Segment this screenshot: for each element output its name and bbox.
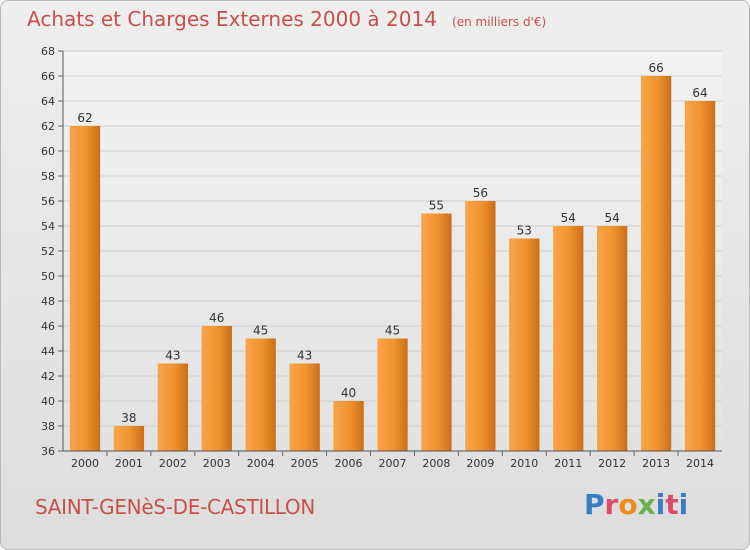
- x-tick-label: 2002: [159, 457, 187, 470]
- data-label: 56: [473, 186, 488, 200]
- y-tick-label: 46: [41, 320, 55, 333]
- bar: [201, 326, 232, 451]
- y-tick-label: 50: [41, 270, 55, 283]
- data-labels: 62 38 43 46 45 43 40 45 55 56 53 54 54 66 64: [77, 61, 707, 425]
- bar: [640, 76, 672, 451]
- brand-letter: i: [678, 488, 689, 521]
- x-tick-label: 2006: [335, 457, 363, 470]
- y-tick-label: 44: [41, 345, 55, 358]
- commune-name: SAINT-GENèS-DE-CASTILLON: [35, 495, 316, 519]
- bars: [69, 76, 716, 451]
- x-tick-label: 2007: [379, 457, 407, 470]
- data-label: 45: [253, 324, 268, 338]
- brand-letter: i: [655, 488, 666, 521]
- y-tick-label: 38: [41, 420, 55, 433]
- x-tick-label: 2009: [466, 457, 494, 470]
- bar: [597, 226, 628, 451]
- x-tick-label: 2004: [247, 457, 275, 470]
- y-tick-label: 54: [41, 220, 55, 233]
- x-tick-label: 2012: [598, 457, 626, 470]
- brand-logo: Proxiti: [584, 488, 688, 521]
- chart-title: Achats et Charges Externes 2000 à 2014: [27, 7, 437, 31]
- brand-letter: P: [584, 488, 605, 521]
- y-tick-label: 40: [41, 395, 55, 408]
- y-tick-labels: 36 38 40 42 44 46 48 50 52 54 56 58 60 62 64 66 68: [41, 45, 63, 458]
- data-label: 64: [692, 86, 707, 100]
- x-tick-labels: 2000 2001 2002 2003 2004 2005 2006 2007 2008 2009…: [71, 451, 714, 470]
- y-tick-label: 60: [41, 145, 55, 158]
- bar: [113, 426, 145, 451]
- y-tick-label: 68: [41, 45, 55, 58]
- y-tick-label: 64: [41, 95, 55, 108]
- bar: [553, 226, 584, 451]
- y-tick-label: 66: [41, 70, 55, 83]
- bar: [333, 401, 364, 451]
- bar: [465, 201, 496, 451]
- bar: [421, 213, 452, 451]
- data-label: 53: [517, 224, 532, 238]
- y-tick-label: 52: [41, 245, 55, 258]
- x-tick-label: 2008: [422, 457, 450, 470]
- bar: [157, 363, 188, 451]
- data-label: 45: [385, 324, 400, 338]
- y-tick-label: 36: [41, 445, 55, 458]
- y-tick-label: 58: [41, 170, 55, 183]
- brand-letter: o: [618, 488, 638, 521]
- data-label: 38: [121, 411, 136, 425]
- brand-letter: t: [665, 488, 679, 521]
- bar: [509, 238, 540, 451]
- brand-letter: r: [604, 488, 619, 521]
- y-tick-label: 48: [41, 295, 55, 308]
- chart-subtitle: (en milliers d'€): [452, 15, 547, 29]
- x-tick-label: 2005: [291, 457, 319, 470]
- x-tick-label: 2003: [203, 457, 231, 470]
- data-label: 43: [297, 349, 312, 363]
- x-tick-label: 2014: [686, 457, 714, 470]
- data-label: 46: [209, 311, 224, 325]
- x-tick-label: 2011: [554, 457, 582, 470]
- bar: [245, 338, 276, 451]
- bar: [69, 126, 101, 451]
- x-tick-label: 2013: [642, 457, 670, 470]
- x-tick-label: 2010: [510, 457, 538, 470]
- data-label: 62: [77, 111, 92, 125]
- x-tick-label: 2001: [115, 457, 143, 470]
- data-label: 55: [429, 199, 444, 213]
- bar: [377, 338, 408, 451]
- data-label: 54: [561, 211, 576, 225]
- data-label: 66: [648, 61, 663, 75]
- brand-letter: x: [637, 488, 656, 521]
- y-tick-label: 56: [41, 195, 55, 208]
- bar: [684, 101, 716, 451]
- data-label: 54: [605, 211, 620, 225]
- x-tick-label: 2000: [71, 457, 99, 470]
- y-tick-label: 62: [41, 120, 55, 133]
- bar: [289, 363, 320, 451]
- y-tick-label: 42: [41, 370, 55, 383]
- data-label: 43: [165, 349, 180, 363]
- title-line: Achats et Charges Externes 2000 à 2014 (…: [27, 7, 546, 31]
- data-label: 40: [341, 386, 356, 400]
